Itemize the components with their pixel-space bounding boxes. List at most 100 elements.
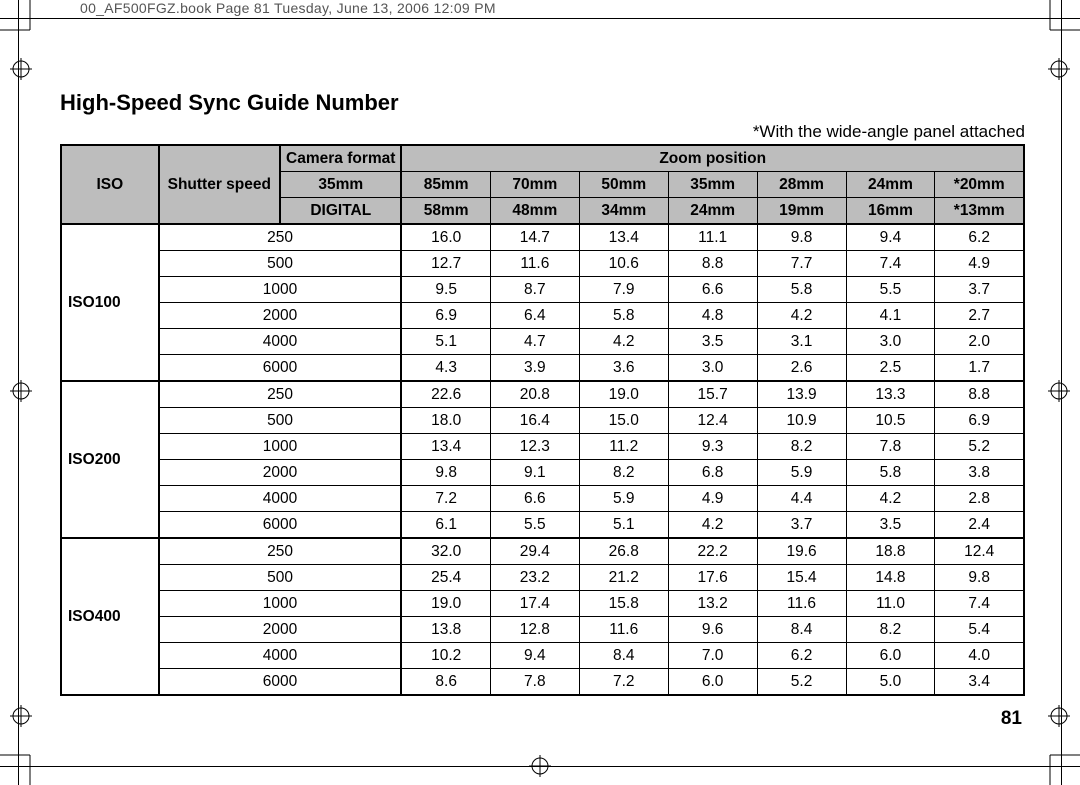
guide-number-cell: 4.8 <box>668 303 757 329</box>
registration-mark-icon <box>1048 380 1070 402</box>
header-col: 85mm <box>401 172 490 198</box>
guide-number-cell: 5.8 <box>846 460 935 486</box>
shutter-value: 1000 <box>159 434 402 460</box>
guide-number-cell: 6.2 <box>757 643 846 669</box>
guide-number-cell: 5.1 <box>401 329 490 355</box>
guide-number-cell: 4.9 <box>668 486 757 512</box>
header-col: 70mm <box>490 172 579 198</box>
guide-number-cell: 8.6 <box>401 669 490 696</box>
guide-number-cell: 13.8 <box>401 617 490 643</box>
guide-number-cell: 29.4 <box>490 538 579 565</box>
iso-label: ISO100 <box>61 224 159 381</box>
guide-number-cell: 13.9 <box>757 381 846 408</box>
guide-number-cell: 12.4 <box>935 538 1024 565</box>
header-col: 48mm <box>490 198 579 225</box>
guide-number-cell: 14.8 <box>846 565 935 591</box>
registration-mark-icon <box>10 58 32 80</box>
header-col: *13mm <box>935 198 1024 225</box>
guide-number-cell: 10.6 <box>579 251 668 277</box>
guide-number-cell: 19.0 <box>401 591 490 617</box>
shutter-value: 250 <box>159 224 402 251</box>
guide-number-cell: 3.1 <box>757 329 846 355</box>
guide-number-cell: 5.9 <box>757 460 846 486</box>
crop-mark-icon <box>1040 745 1080 785</box>
guide-number-cell: 2.0 <box>935 329 1024 355</box>
guide-number-cell: 6.9 <box>401 303 490 329</box>
guide-number-cell: 9.8 <box>935 565 1024 591</box>
guide-number-cell: 2.6 <box>757 355 846 382</box>
guide-number-cell: 4.2 <box>579 329 668 355</box>
guide-number-cell: 7.2 <box>401 486 490 512</box>
guide-number-cell: 5.2 <box>935 434 1024 460</box>
guide-number-cell: 15.8 <box>579 591 668 617</box>
shutter-value: 500 <box>159 565 402 591</box>
guide-number-cell: 7.9 <box>579 277 668 303</box>
guide-number-cell: 10.5 <box>846 408 935 434</box>
guide-number-cell: 20.8 <box>490 381 579 408</box>
guide-number-cell: 11.1 <box>668 224 757 251</box>
shutter-value: 6000 <box>159 512 402 539</box>
guide-number-cell: 13.4 <box>579 224 668 251</box>
guide-number-cell: 8.4 <box>757 617 846 643</box>
guide-number-cell: 7.4 <box>935 591 1024 617</box>
guide-number-cell: 5.0 <box>846 669 935 696</box>
guide-number-cell: 5.1 <box>579 512 668 539</box>
guide-number-cell: 5.4 <box>935 617 1024 643</box>
guide-number-cell: 22.6 <box>401 381 490 408</box>
header-col: 35mm <box>668 172 757 198</box>
wide-angle-note: *With the wide-angle panel attached <box>60 122 1025 142</box>
guide-number-cell: 3.4 <box>935 669 1024 696</box>
guide-number-cell: 9.4 <box>490 643 579 669</box>
header-35mm-label: 35mm <box>280 172 401 198</box>
guide-number-cell: 32.0 <box>401 538 490 565</box>
guide-number-cell: 23.2 <box>490 565 579 591</box>
header-col: 34mm <box>579 198 668 225</box>
guide-number-cell: 10.9 <box>757 408 846 434</box>
guide-number-cell: 15.7 <box>668 381 757 408</box>
guide-number-cell: 8.7 <box>490 277 579 303</box>
header-col: 24mm <box>668 198 757 225</box>
guide-number-cell: 2.5 <box>846 355 935 382</box>
shutter-value: 6000 <box>159 355 402 382</box>
page: 00_AF500FGZ.book Page 81 Tuesday, June 1… <box>0 0 1080 785</box>
guide-number-cell: 12.7 <box>401 251 490 277</box>
guide-number-cell: 9.4 <box>846 224 935 251</box>
guide-number-cell: 5.9 <box>579 486 668 512</box>
guide-number-cell: 25.4 <box>401 565 490 591</box>
iso-label: ISO200 <box>61 381 159 538</box>
guide-number-cell: 4.0 <box>935 643 1024 669</box>
guide-number-cell: 8.8 <box>668 251 757 277</box>
guide-number-cell: 18.8 <box>846 538 935 565</box>
guide-number-cell: 4.9 <box>935 251 1024 277</box>
shutter-value: 4000 <box>159 643 402 669</box>
guide-number-cell: 5.8 <box>757 277 846 303</box>
guide-number-cell: 13.2 <box>668 591 757 617</box>
guide-number-cell: 8.4 <box>579 643 668 669</box>
guide-number-cell: 19.6 <box>757 538 846 565</box>
page-title: High-Speed Sync Guide Number <box>60 90 1025 116</box>
guide-number-cell: 11.6 <box>757 591 846 617</box>
guide-number-cell: 3.0 <box>668 355 757 382</box>
shutter-value: 6000 <box>159 669 402 696</box>
guide-number-cell: 9.8 <box>401 460 490 486</box>
guide-number-cell: 11.2 <box>579 434 668 460</box>
crop-mark-icon <box>0 745 40 785</box>
guide-number-cell: 7.8 <box>846 434 935 460</box>
registration-mark-icon <box>1048 705 1070 727</box>
guide-number-cell: 22.2 <box>668 538 757 565</box>
guide-number-cell: 5.2 <box>757 669 846 696</box>
page-number: 81 <box>1001 708 1022 730</box>
frame-line <box>0 18 1080 19</box>
registration-mark-icon <box>1048 58 1070 80</box>
shutter-value: 500 <box>159 251 402 277</box>
crop-mark-icon <box>0 0 40 40</box>
guide-number-cell: 9.1 <box>490 460 579 486</box>
registration-mark-icon <box>10 380 32 402</box>
guide-number-cell: 9.3 <box>668 434 757 460</box>
registration-mark-icon <box>10 705 32 727</box>
shutter-value: 4000 <box>159 486 402 512</box>
guide-number-cell: 8.2 <box>846 617 935 643</box>
header-digital-label: DIGITAL <box>280 198 401 225</box>
guide-number-cell: 3.5 <box>846 512 935 539</box>
guide-number-cell: 21.2 <box>579 565 668 591</box>
